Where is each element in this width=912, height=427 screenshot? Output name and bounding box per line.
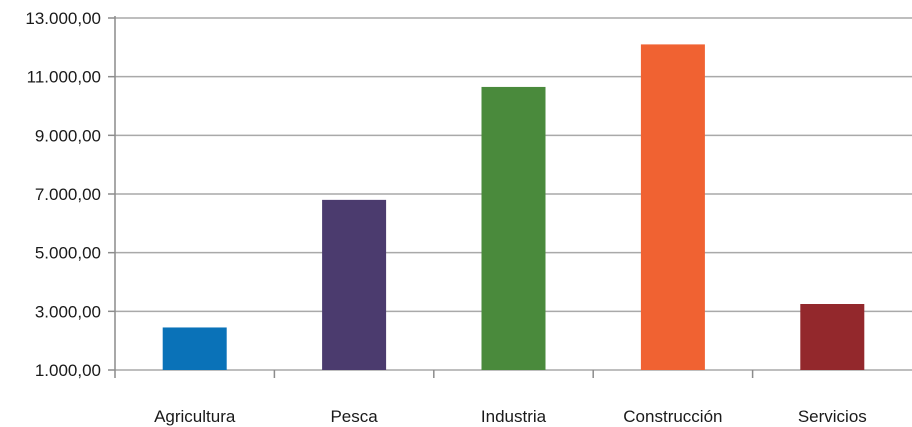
bar-agricultura	[162, 327, 227, 370]
y-tick-label: 13.000,00	[25, 9, 101, 28]
y-tick-label: 1.000,00	[35, 361, 101, 380]
bar-construccion	[640, 44, 705, 371]
bars	[162, 44, 865, 371]
y-tick-labels: 1.000,00 3.000,00 5.000,00 7.000,00 9.000,00…	[25, 9, 101, 380]
bar-servicios	[800, 304, 865, 370]
y-tick-label: 3.000,00	[35, 302, 101, 321]
y-tick-label: 11.000,00	[27, 68, 101, 87]
y-tick-label: 5.000,00	[35, 244, 101, 263]
x-category-label: Agricultura	[154, 407, 236, 426]
y-tick-label: 7.000,00	[35, 185, 101, 204]
bar-pesca	[322, 199, 387, 370]
y-tick-label: 9.000,00	[35, 126, 101, 145]
x-category-label: Servicios	[798, 407, 867, 426]
x-category-label: Industria	[481, 407, 547, 426]
x-category-labels: Agricultura Pesca Industria Construcción Ser…	[154, 407, 867, 426]
x-category-label: Construcción	[623, 407, 722, 426]
axes	[108, 16, 754, 378]
bar-industria	[481, 86, 546, 370]
x-category-label: Pesca	[330, 407, 378, 426]
